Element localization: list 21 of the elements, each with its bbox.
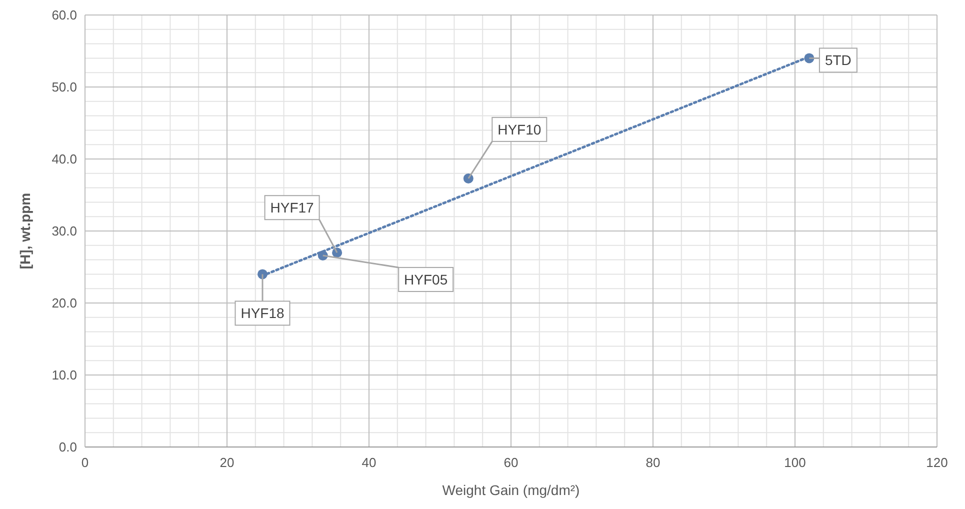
y-tick-label: 30.0 (52, 224, 77, 238)
y-tick-label: 60.0 (52, 8, 77, 22)
x-tick-label: 120 (926, 455, 948, 470)
x-tick-label: 40 (362, 455, 376, 470)
x-tick-label: 20 (220, 455, 234, 470)
y-tick-label: 0.0 (58, 440, 77, 454)
y-tick-label: 10.0 (52, 368, 77, 382)
y-tick-label: 20.0 (52, 296, 77, 310)
y-tick-label: 40.0 (52, 152, 77, 166)
annotation: 5TD (824, 52, 852, 68)
x-tick-label: 100 (784, 455, 806, 470)
x-tick-label: 0 (81, 455, 89, 470)
y-axis-title: [H], wt.ppm (17, 192, 33, 270)
x-tick-label: 80 (646, 455, 660, 470)
annotation: HYF05 (404, 271, 448, 288)
annotation: HYF18 (240, 305, 284, 322)
x-axis-title: Weight Gain (mg/dm²) (442, 482, 580, 498)
annotation: HYF10 (498, 121, 542, 138)
x-tick-label: 60 (504, 455, 518, 470)
annotation: HYF17 (270, 200, 314, 216)
y-tick-label: 50.0 (52, 80, 77, 94)
